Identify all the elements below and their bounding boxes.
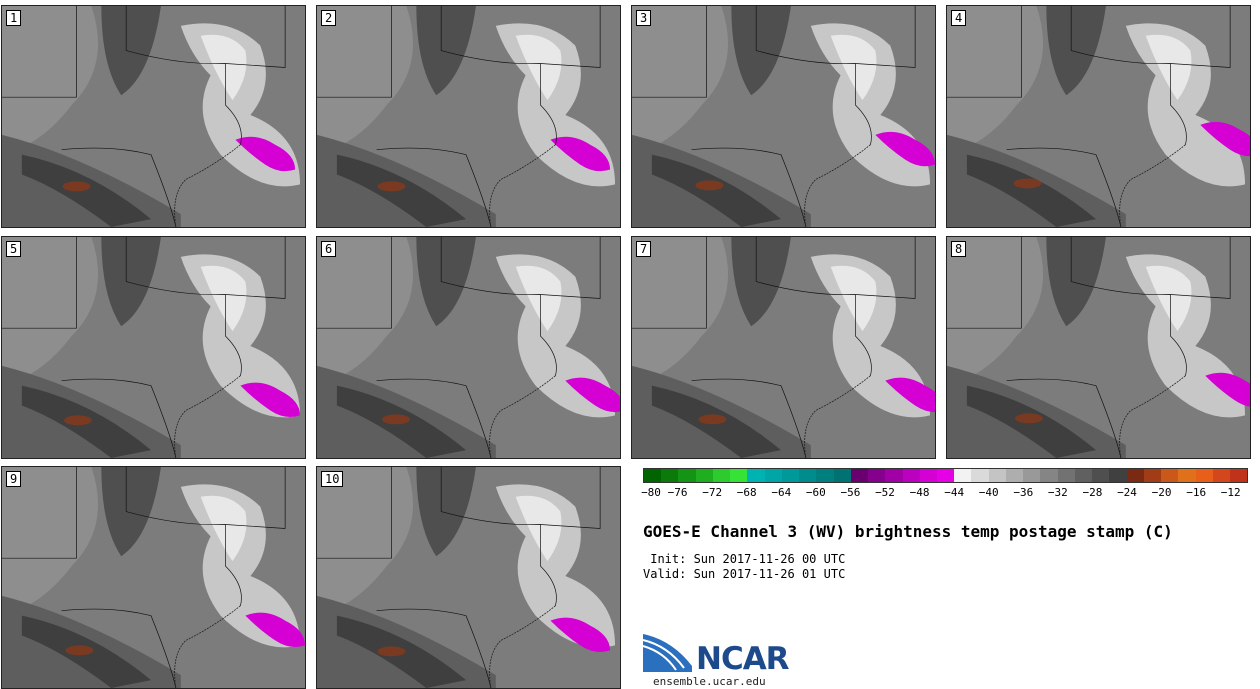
colorbar-segment [1229,469,1248,482]
panel-label: 4 [951,10,967,26]
panel-label: 5 [6,241,22,257]
colorbar-tick-label: −44 [944,486,965,499]
colorbar-tick-label: −64 [771,486,792,499]
postage-stamp-panel-3: 3 [631,5,936,228]
colorbar-segment [747,469,765,482]
colorbar-tick-label: −52 [875,486,895,499]
colorbar-tick-label: −20 [1151,486,1172,499]
colorbar-tick-label: −28 [1082,486,1103,499]
postage-stamp-panel-6: 6 [316,236,621,459]
colorbar-tick-label: −76 [667,486,688,499]
colorbar-tick-label: −12 [1220,486,1241,499]
colorbar-segment [1161,469,1179,482]
colorbar-tick-label: −56 [840,486,861,499]
colorbar-segment [695,469,713,482]
postage-stamp-panel-7: 7 [631,236,936,459]
colorbar-segment [885,469,903,482]
postage-stamp-panel-2: 2 [316,5,621,228]
logo-text: NCAR [696,641,790,677]
colorbar-ticks: −80 −76 −72 −68 −64 −60 −56 −52 −48 −44 −40 −36 −32 −… [641,486,1248,500]
colorbar-segment [799,469,817,482]
colorbar-segment [954,469,972,482]
valid-time: Valid: Sun 2017-11-26 01 UTC [643,567,846,581]
colorbar-tick-label: −36 [1013,486,1034,499]
colorbar-segment [1109,469,1127,482]
panel-label: 3 [636,10,652,26]
panel-label: 9 [6,471,22,487]
colorbar-segment [1178,469,1196,482]
colorbar-segment [902,469,920,482]
colorbar-segment [868,469,886,482]
colorbar-segment [781,469,800,482]
panel-label: 7 [636,241,652,257]
colorbar-tick-label: −32 [1047,486,1068,499]
colorbar-segment [833,469,851,482]
postage-stamp-panel-9: 9 [1,466,306,689]
postage-stamp-panel-5: 5 [1,236,306,459]
colorbar-segment [1195,469,1213,482]
colorbar-segment [850,469,869,482]
colorbar-segment [1040,469,1058,482]
colorbar-segment [1023,469,1041,482]
colorbar-tick-label: −16 [1186,486,1207,499]
colorbar-segment [1212,469,1230,482]
colorbar-segment [1126,469,1144,482]
colorbar-segment [678,469,696,482]
colorbar-tick-label: −24 [1117,486,1137,499]
panel-label: 2 [321,10,337,26]
colorbar-tick-label: −68 [736,486,757,499]
init-time: Init: Sun 2017-11-26 00 UTC [643,552,846,566]
colorbar-segment [936,469,955,482]
panel-label: 1 [6,10,22,26]
postage-stamp-panel-1: 1 [1,5,306,228]
panel-label: 10 [321,471,344,487]
colorbar-segment [1092,469,1110,482]
colorbar-segment [1005,469,1024,482]
postage-stamp-panel-10: 10 [316,466,621,689]
colorbar [643,468,1248,483]
colorbar-tick-label: −60 [805,486,826,499]
colorbar-tick-label: −40 [978,486,999,499]
ncar-logo-icon [642,634,692,672]
colorbar-segment [644,469,662,482]
colorbar-tick-label: −72 [702,486,723,499]
postage-stamp-panel-8: 8 [946,236,1251,459]
figure-title: GOES-E Channel 3 (WV) brightness temp po… [643,522,1173,541]
colorbar-segment [661,469,679,482]
colorbar-segment [971,469,989,482]
colorbar-segment [764,469,782,482]
panel-label: 8 [951,241,967,257]
colorbar-segment [730,469,748,482]
panel-label: 6 [321,241,337,257]
colorbar-tick-label: −80 [641,486,661,499]
colorbar-segment [1074,469,1093,482]
site-url: ensemble.ucar.edu [653,675,766,688]
colorbar-segment [1057,469,1075,482]
postage-stamp-panel-4: 4 [946,5,1251,228]
colorbar-segment [1143,469,1162,482]
colorbar-segment [988,469,1006,482]
colorbar-segment [712,469,731,482]
colorbar-tick-label: −48 [909,486,930,499]
colorbar-segment [919,469,937,482]
colorbar-segment [816,469,834,482]
